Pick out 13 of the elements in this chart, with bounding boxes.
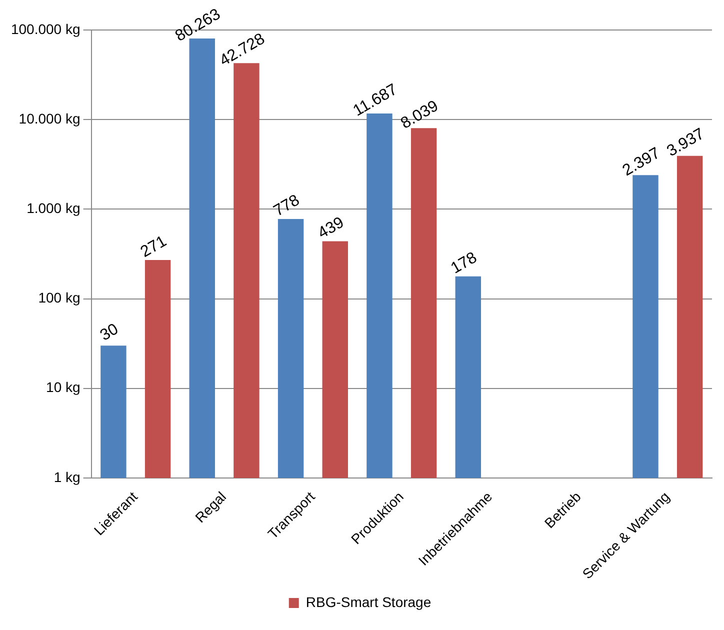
y-tick-label: 100.000 kg <box>10 20 80 37</box>
y-tick-label: 10.000 kg <box>18 110 80 126</box>
data-label: 8.039 <box>398 98 442 132</box>
data-label: 271 <box>138 232 170 262</box>
data-label: 178 <box>448 249 480 278</box>
y-tick-label: 10 kg <box>46 379 80 396</box>
legend-label: RBG-Smart Storage <box>306 594 432 610</box>
data-label: 778 <box>270 192 303 220</box>
y-tick-label: 100 kg <box>38 290 80 306</box>
y-tick-label: 1 kg <box>54 468 80 485</box>
data-label: 439 <box>315 214 347 242</box>
y-tick-label: 1.000 kg <box>26 200 80 216</box>
data-label: 30 <box>97 320 122 344</box>
